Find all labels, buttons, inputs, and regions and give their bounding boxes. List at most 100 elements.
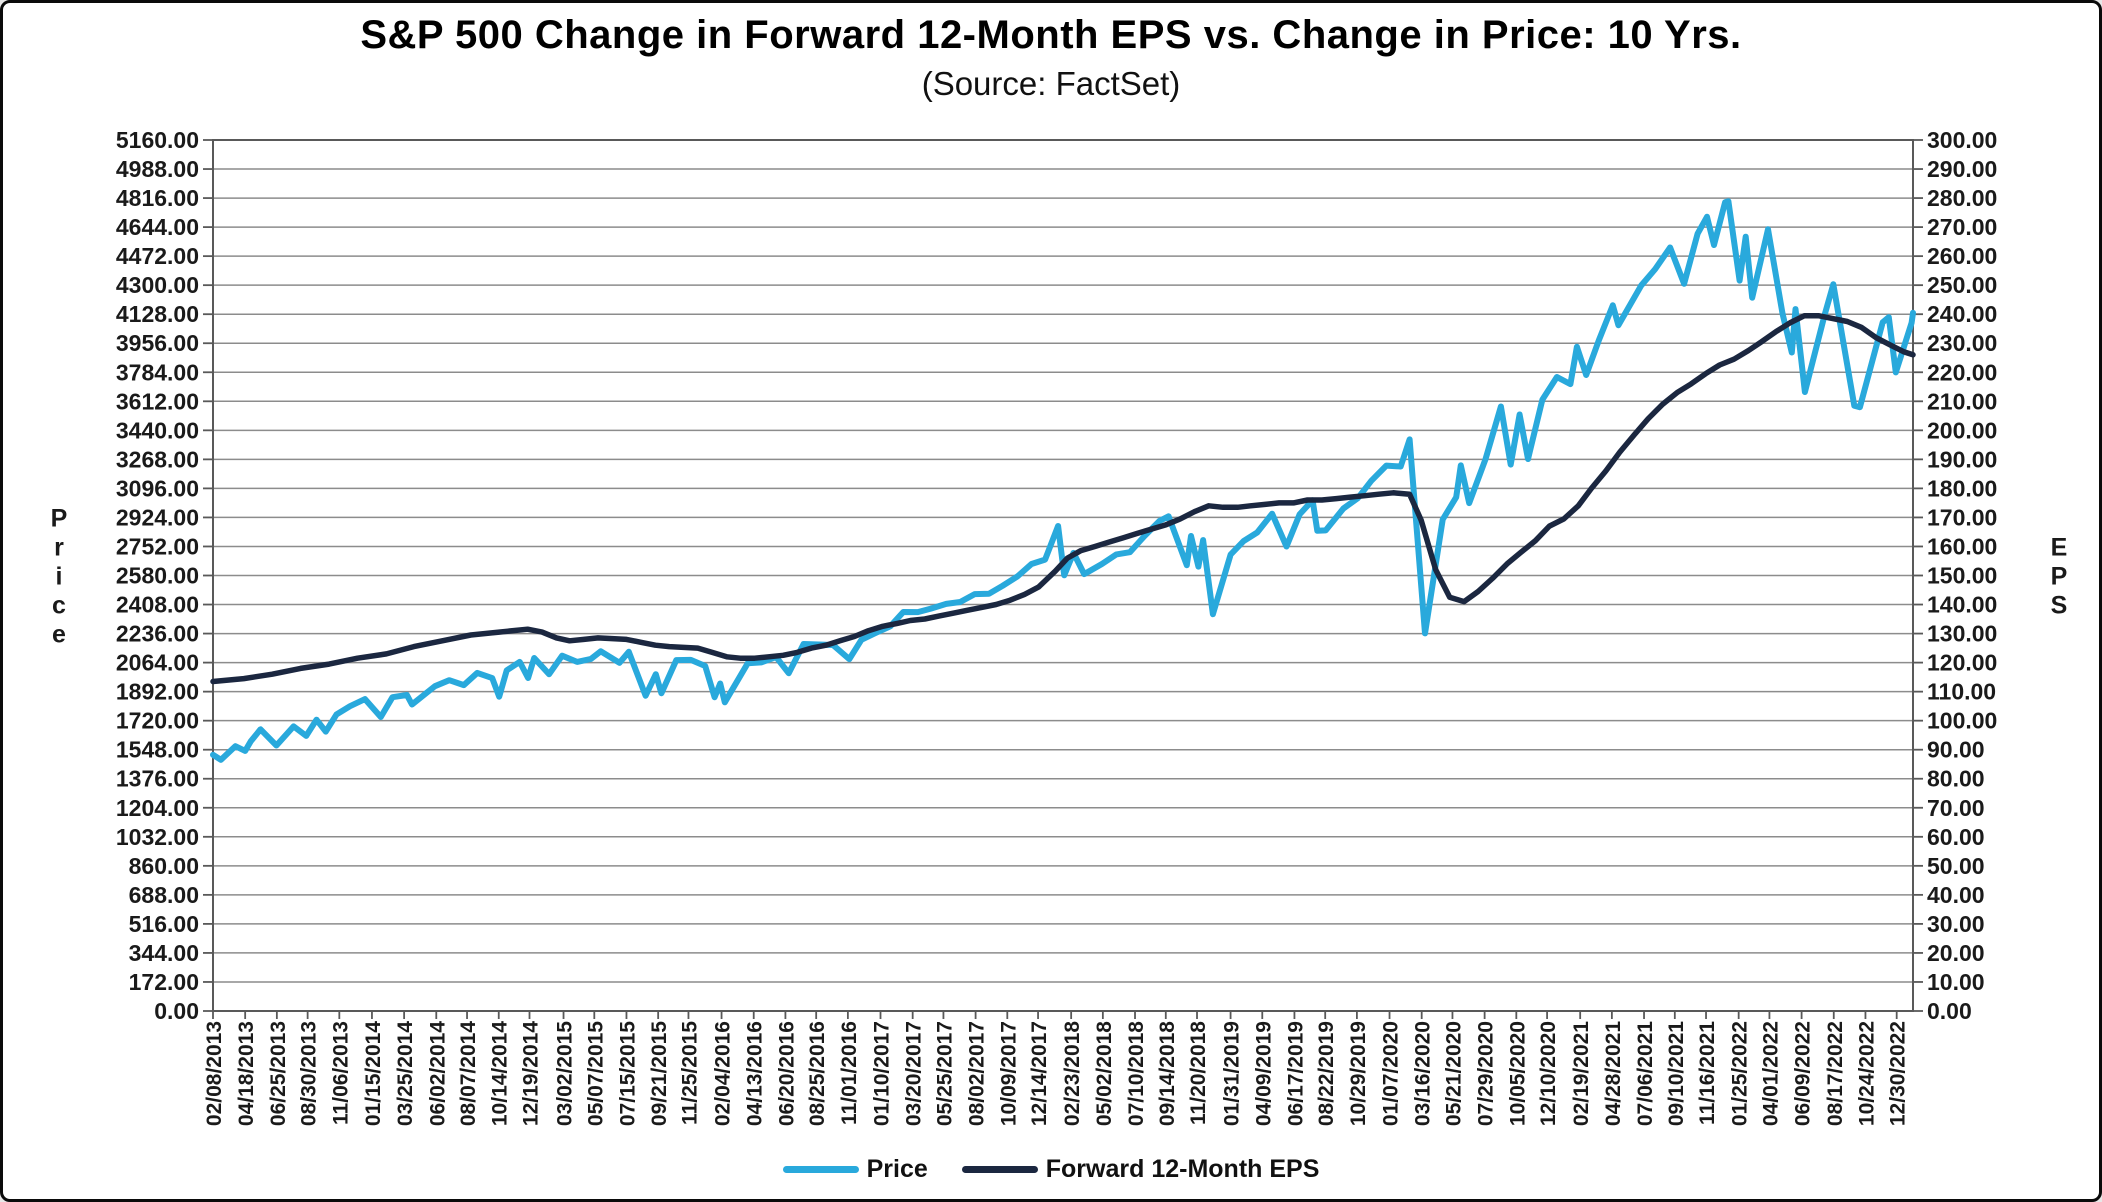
y-left-tick-label: 3612.00 bbox=[116, 388, 199, 414]
y-left-tick-label: 5160.00 bbox=[116, 127, 199, 153]
x-tick-label: 03/25/2014 bbox=[394, 1021, 417, 1126]
y-left-tick-label: 1376.00 bbox=[116, 766, 199, 792]
x-tick-label: 06/02/2014 bbox=[426, 1021, 449, 1126]
x-tick-label: 07/29/2020 bbox=[1475, 1021, 1498, 1126]
x-tick-label: 06/20/2016 bbox=[775, 1021, 798, 1126]
y-right-tick-label: 180.00 bbox=[1927, 475, 1997, 501]
x-tick-label: 12/19/2014 bbox=[520, 1021, 543, 1126]
y-left-axis-title-letter: P bbox=[51, 504, 68, 532]
x-tick-label: 02/08/2013 bbox=[203, 1021, 226, 1126]
y-right-tick-label: 290.00 bbox=[1927, 156, 1997, 182]
y-right-tick-label: 250.00 bbox=[1927, 272, 1997, 298]
x-tick-label: 04/01/2022 bbox=[1759, 1021, 1782, 1126]
x-tick-label: 03/20/2017 bbox=[903, 1021, 926, 1126]
y-right-tick-label: 110.00 bbox=[1927, 679, 1996, 705]
y-left-tick-label: 3784.00 bbox=[116, 359, 199, 385]
y-right-axis-title-letter: P bbox=[2051, 563, 2068, 591]
y-left-tick-label: 1204.00 bbox=[116, 795, 199, 821]
chart-title: S&P 500 Change in Forward 12-Month EPS v… bbox=[360, 13, 1742, 57]
x-tick-label: 06/09/2022 bbox=[1792, 1021, 1815, 1126]
x-tick-label: 05/07/2015 bbox=[584, 1021, 607, 1126]
x-tick-label: 04/09/2019 bbox=[1252, 1021, 1275, 1126]
y-right-tick-label: 260.00 bbox=[1927, 243, 1997, 269]
y-right-tick-label: 60.00 bbox=[1927, 824, 1985, 850]
x-tick-label: 11/20/2018 bbox=[1187, 1021, 1210, 1125]
x-tick-label: 02/23/2018 bbox=[1061, 1021, 1084, 1126]
y-right-tick-label: 40.00 bbox=[1927, 882, 1985, 908]
y-right-tick-label: 120.00 bbox=[1927, 650, 1997, 676]
x-tick-label: 08/02/2017 bbox=[966, 1021, 989, 1126]
y-left-tick-label: 3268.00 bbox=[116, 446, 199, 472]
y-left-tick-label: 4988.00 bbox=[116, 156, 199, 182]
y-right-tick-label: 270.00 bbox=[1927, 214, 1997, 240]
y-right-tick-label: 240.00 bbox=[1927, 301, 1997, 327]
x-tick-label: 01/10/2017 bbox=[871, 1021, 894, 1126]
y-right-axis-title-letter: S bbox=[2051, 592, 2068, 620]
y-right-tick-label: 220.00 bbox=[1927, 359, 1997, 385]
x-tick-label: 08/07/2014 bbox=[457, 1021, 480, 1126]
y-left-tick-label: 4300.00 bbox=[116, 272, 199, 298]
x-tick-label: 02/19/2021 bbox=[1570, 1021, 1593, 1126]
x-tick-label: 01/25/2022 bbox=[1729, 1021, 1752, 1126]
x-tick-label: 10/09/2017 bbox=[997, 1021, 1020, 1126]
y-left-tick-label: 0.00 bbox=[154, 998, 199, 1024]
x-tick-label: 11/25/2015 bbox=[678, 1021, 701, 1125]
y-right-tick-label: 30.00 bbox=[1927, 911, 1985, 937]
x-tick-label: 09/10/2021 bbox=[1665, 1021, 1688, 1126]
x-tick-label: 04/18/2013 bbox=[235, 1021, 258, 1126]
chart-legend: Price Forward 12-Month EPS bbox=[3, 1155, 2099, 1184]
x-tick-label: 05/02/2018 bbox=[1093, 1021, 1116, 1126]
y-left-tick-label: 3096.00 bbox=[116, 475, 199, 501]
y-right-tick-label: 0.00 bbox=[1927, 998, 1972, 1024]
x-tick-label: 10/05/2020 bbox=[1506, 1021, 1529, 1126]
x-tick-label: 01/31/2019 bbox=[1221, 1021, 1244, 1126]
y-right-tick-label: 200.00 bbox=[1927, 417, 1997, 443]
y-left-tick-label: 4644.00 bbox=[116, 214, 199, 240]
y-left-axis-title-letter: r bbox=[54, 533, 64, 561]
x-tick-label: 09/14/2018 bbox=[1156, 1021, 1179, 1126]
x-tick-label: 10/29/2019 bbox=[1347, 1021, 1370, 1126]
y-right-tick-label: 80.00 bbox=[1927, 766, 1985, 792]
y-left-tick-label: 4472.00 bbox=[116, 243, 199, 269]
x-tick-label: 01/07/2020 bbox=[1380, 1021, 1403, 1126]
y-right-tick-label: 150.00 bbox=[1927, 563, 1997, 589]
y-left-tick-label: 2408.00 bbox=[116, 592, 199, 618]
y-left-tick-label: 2924.00 bbox=[116, 504, 199, 530]
price-line-swatch bbox=[782, 1166, 859, 1173]
y-right-tick-label: 50.00 bbox=[1927, 853, 1985, 879]
eps-line bbox=[210, 312, 1916, 685]
y-left-tick-label: 2064.00 bbox=[116, 650, 199, 676]
x-tick-label: 08/17/2022 bbox=[1824, 1021, 1847, 1126]
y-right-tick-label: 160.00 bbox=[1927, 533, 1997, 559]
legend-label-eps: Forward 12-Month EPS bbox=[1045, 1155, 1320, 1183]
y-left-tick-label: 1548.00 bbox=[116, 737, 199, 763]
x-tick-label: 04/28/2021 bbox=[1602, 1021, 1625, 1126]
x-tick-label: 04/13/2016 bbox=[744, 1021, 767, 1126]
x-tick-label: 12/14/2017 bbox=[1028, 1021, 1051, 1126]
x-tick-label: 12/30/2022 bbox=[1887, 1021, 1910, 1126]
x-tick-label: 03/16/2020 bbox=[1412, 1021, 1435, 1126]
y-left-tick-label: 2236.00 bbox=[116, 621, 199, 647]
y-left-tick-label: 3440.00 bbox=[116, 417, 199, 443]
y-right-tick-label: 20.00 bbox=[1927, 940, 1985, 966]
chart-canvas: 0.00 172.00 344.00 516.00 688.00 860.00 1032.0… bbox=[51, 127, 2068, 1126]
y-left-tick-label: 1892.00 bbox=[116, 679, 199, 705]
y-left-tick-label: 2580.00 bbox=[116, 563, 199, 589]
x-tick-label: 08/22/2019 bbox=[1315, 1021, 1338, 1126]
y-right-tick-label: 100.00 bbox=[1927, 708, 1997, 734]
y-right-tick-label: 70.00 bbox=[1927, 795, 1985, 821]
y-right-tick-label: 170.00 bbox=[1927, 504, 1997, 530]
x-tick-label: 03/02/2015 bbox=[554, 1021, 577, 1126]
y-left-tick-label: 1720.00 bbox=[116, 708, 199, 734]
y-right-axis-title-letter: E bbox=[2051, 533, 2068, 561]
y-left-axis-title-letter: e bbox=[52, 621, 66, 649]
y-right-tick-label: 130.00 bbox=[1927, 621, 1997, 647]
legend-item-eps: Forward 12-Month EPS bbox=[961, 1155, 1320, 1184]
y-left-tick-label: 344.00 bbox=[129, 940, 199, 966]
y-left-tick-label: 860.00 bbox=[129, 853, 199, 879]
eps-line-swatch bbox=[961, 1166, 1038, 1173]
plot-border bbox=[212, 139, 1914, 1012]
y-left-tick-label: 4816.00 bbox=[116, 185, 199, 211]
y-left-tick-label: 2752.00 bbox=[116, 533, 199, 559]
x-tick-label: 08/30/2013 bbox=[298, 1021, 321, 1126]
